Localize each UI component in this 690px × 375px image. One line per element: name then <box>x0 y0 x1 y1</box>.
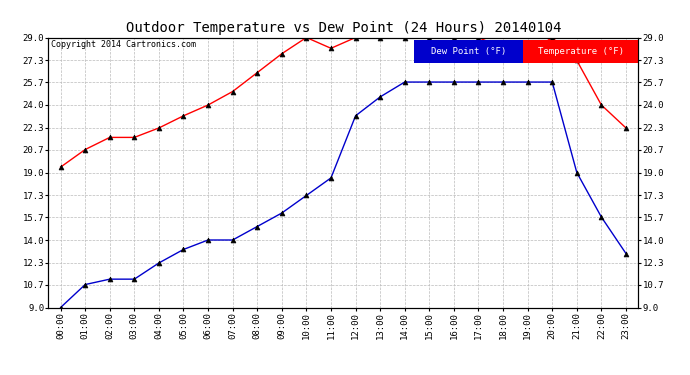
FancyBboxPatch shape <box>523 40 638 63</box>
Text: Copyright 2014 Cartronics.com: Copyright 2014 Cartronics.com <box>51 40 196 49</box>
Text: Dew Point (°F): Dew Point (°F) <box>431 47 506 56</box>
Title: Outdoor Temperature vs Dew Point (24 Hours) 20140104: Outdoor Temperature vs Dew Point (24 Hou… <box>126 21 561 35</box>
Text: Temperature (°F): Temperature (°F) <box>538 47 624 56</box>
FancyBboxPatch shape <box>414 40 523 63</box>
